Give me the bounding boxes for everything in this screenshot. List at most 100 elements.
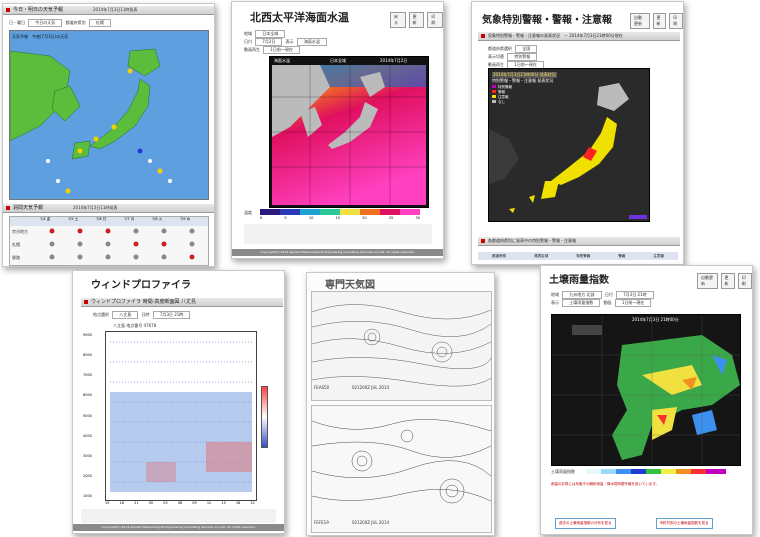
wind-controls: 地点選択 八丈島 日時 7月3日 21時 bbox=[93, 311, 192, 319]
pref-select[interactable]: 札幌 bbox=[88, 19, 111, 27]
display-select[interactable]: 土壌雨量指数 bbox=[562, 299, 601, 307]
wind-height-axis: 9000 8000 7000 6000 5000 4000 3000 2000 … bbox=[83, 333, 92, 498]
date-select[interactable]: 7月2日 bbox=[255, 38, 283, 46]
wind-barbs-svg bbox=[110, 341, 252, 492]
area-select[interactable]: 九州地方 北部 bbox=[562, 291, 602, 299]
auto-update-button[interactable]: 自動更新 bbox=[697, 273, 718, 289]
weather-map: 天気予報 今夜(7月3日)の天気 bbox=[9, 30, 209, 200]
pref-label: 都道府県選択 bbox=[488, 46, 512, 51]
wind-title: ウィンドプロファイラ bbox=[91, 280, 191, 291]
sst-controls-1: 地域 日本全域 bbox=[244, 30, 287, 38]
day-select[interactable]: 今日の天気 bbox=[28, 19, 63, 27]
soil-rain-card: 土壌雨量指数 自動更新 更新 印刷 地域 九州地方 北部 日付 7月3日 21時… bbox=[540, 265, 753, 535]
soil-title: 土壌雨量指数 bbox=[549, 275, 609, 286]
print-button[interactable]: 印刷 bbox=[737, 273, 752, 289]
weather-title: 今日・明日の天気予報 bbox=[13, 7, 64, 13]
weekly-day: 7/5 土 bbox=[68, 217, 79, 221]
legend-tick: 20 bbox=[362, 216, 367, 220]
past-distribution-button[interactable]: 過去の土壌雨量指数の分布を見る bbox=[555, 518, 616, 529]
table-header: 注意報 bbox=[653, 254, 664, 258]
height-tick: 2000 bbox=[83, 473, 92, 478]
weather-caption: 2014年7月3日11時発表 bbox=[93, 7, 138, 12]
legend-tick: 0 bbox=[260, 216, 263, 220]
sst-map-title-2: 日本全域 bbox=[330, 58, 346, 63]
display-select[interactable]: 海面水温 bbox=[296, 38, 327, 46]
warning-legend-title: 特別警報・警報・注意報 発表状況 bbox=[492, 78, 554, 83]
time-tick: 06 bbox=[177, 501, 183, 505]
legend-item: 警報 bbox=[492, 90, 512, 95]
table-header: 都道府県 bbox=[492, 254, 507, 258]
date-label: 日付 bbox=[244, 39, 252, 44]
weather-title-bar: 今日・明日の天気予報 2014年7月3日11時発表 bbox=[3, 6, 214, 15]
sst-map-title-1: 海面水温 bbox=[274, 58, 290, 63]
wind-profiler-card: ウィンドプロファイラ ウィンドプロファイラ 時間-高度断面図 八丈島 地点選択 … bbox=[72, 270, 285, 534]
legend-tick: 5 bbox=[284, 216, 287, 220]
time-tick: 18 bbox=[119, 501, 125, 505]
legend-tick: 10 bbox=[308, 216, 314, 220]
height-tick: 5000 bbox=[83, 413, 92, 418]
warning-table-header: 都道府県 発表区域 特別警報 警報 注意報 bbox=[478, 252, 678, 260]
pref-select[interactable]: 全国 bbox=[515, 45, 538, 53]
animation-label: 動画再生 bbox=[244, 47, 260, 52]
weekly-region: 釧路 bbox=[12, 255, 20, 260]
display-label: 表示 bbox=[551, 300, 559, 305]
weekly-day: 7/9 水 bbox=[180, 217, 191, 221]
sst-controls-2: 日付 7月2日 表示 海面水温 bbox=[244, 38, 329, 46]
soil-note: 雨量の計算には気象庁の解析雨量・降水短時間予報を用いています。 bbox=[551, 482, 660, 486]
legend-label: なし bbox=[498, 100, 505, 104]
fax-chart-upper: FEAS50 021200Z JUL 2014 bbox=[311, 291, 492, 401]
area-select[interactable]: 日本全域 bbox=[255, 30, 286, 38]
refresh-button[interactable]: 更新 bbox=[408, 12, 425, 28]
legend-tick: 30 bbox=[415, 216, 420, 220]
weekly-table: 7/4 金 7/5 土 7/6 日 7/7 月 7/8 火 7/9 水 宗谷地方… bbox=[9, 216, 209, 266]
print-button[interactable]: 印刷 bbox=[427, 12, 443, 28]
height-tick: 3000 bbox=[83, 453, 92, 458]
back-button[interactable]: 戻る bbox=[390, 12, 406, 28]
station-label: 地点選択 bbox=[93, 312, 109, 317]
animation-label: 動画 bbox=[603, 300, 612, 305]
fax-code-lower: FEFE19 bbox=[314, 520, 329, 525]
height-tick: 7000 bbox=[83, 373, 92, 378]
animation-select[interactable]: 1日前～現在 bbox=[263, 46, 300, 54]
toggle-select[interactable]: 特別警報 bbox=[507, 53, 538, 61]
sst-copyright: Copyright(C) 2014 Applied Meteorological… bbox=[232, 249, 443, 256]
refresh-button[interactable]: 更新 bbox=[652, 13, 667, 29]
height-tick: 9000 bbox=[83, 333, 92, 337]
lower-contours-svg bbox=[311, 419, 492, 504]
animation-select[interactable]: 1日前～現在 bbox=[614, 299, 652, 307]
soil-controls-1: 地域 九州地方 北部 日付 7月3日 21時 bbox=[551, 291, 656, 299]
height-tick: 4000 bbox=[83, 433, 92, 438]
municipality-button[interactable]: 市町村別の土壌雨量指数を見る bbox=[655, 518, 713, 529]
time-tick: 18 bbox=[235, 501, 241, 505]
pref-label: 都道府県別 bbox=[65, 20, 86, 25]
soil-bottom-buttons: 過去の土壌雨量指数の分布を見る 市町村別の土壌雨量指数を見る bbox=[555, 518, 713, 529]
time-tick: 00 bbox=[148, 501, 154, 505]
fax-footer-lower: 021200Z JUL 2014 bbox=[352, 520, 390, 525]
warning-japan-svg bbox=[489, 83, 647, 219]
date-select[interactable]: 7月3日 21時 bbox=[616, 291, 654, 299]
wind-time-axis: 15 18 21 00 03 06 09 12 15 18 21 bbox=[105, 501, 255, 505]
fax-code-upper: FEAS50 bbox=[314, 385, 330, 390]
print-button[interactable]: 印刷 bbox=[669, 13, 683, 29]
fax-chart-card: 専門天気図 FEAS50 021200Z JUL 2014 bbox=[306, 272, 495, 536]
time-tick: 21 bbox=[250, 501, 255, 505]
warning-bottom-title: 各都道府県別に発表中の特別警報・警報・注意報 bbox=[488, 238, 576, 243]
warning-sub-title: 気象特別警報・警報・注意報の発表状況 － 2014年7月3日21時00分現在 bbox=[488, 33, 623, 38]
legend-item: なし bbox=[492, 100, 512, 105]
auto-update-button[interactable]: 自動更新 bbox=[630, 13, 650, 29]
legend-label: 警報 bbox=[498, 90, 505, 94]
toggle-label: 表示切替 bbox=[488, 54, 504, 59]
soil-field-svg bbox=[552, 315, 740, 465]
legend-label: 特別警報 bbox=[498, 85, 512, 89]
refresh-button[interactable]: 更新 bbox=[720, 273, 735, 289]
datetime-select[interactable]: 7月3日 21時 bbox=[152, 311, 191, 319]
datetime-label: 日時 bbox=[141, 312, 150, 317]
warning-buttons: 自動更新 更新 印刷 bbox=[630, 13, 683, 29]
sst-notes bbox=[244, 224, 432, 244]
day-label: 日・曜日 bbox=[9, 20, 25, 25]
weekly-title: 週間天気予報 bbox=[13, 205, 44, 211]
soil-legend-title: 土壌雨量指数 bbox=[551, 469, 575, 474]
soil-map: 2014年7月3日 21時00分 bbox=[551, 314, 741, 466]
station-select[interactable]: 八丈島 bbox=[112, 311, 139, 319]
weather-map-title: 天気予報 今夜(7月3日)の天気 bbox=[12, 34, 69, 39]
